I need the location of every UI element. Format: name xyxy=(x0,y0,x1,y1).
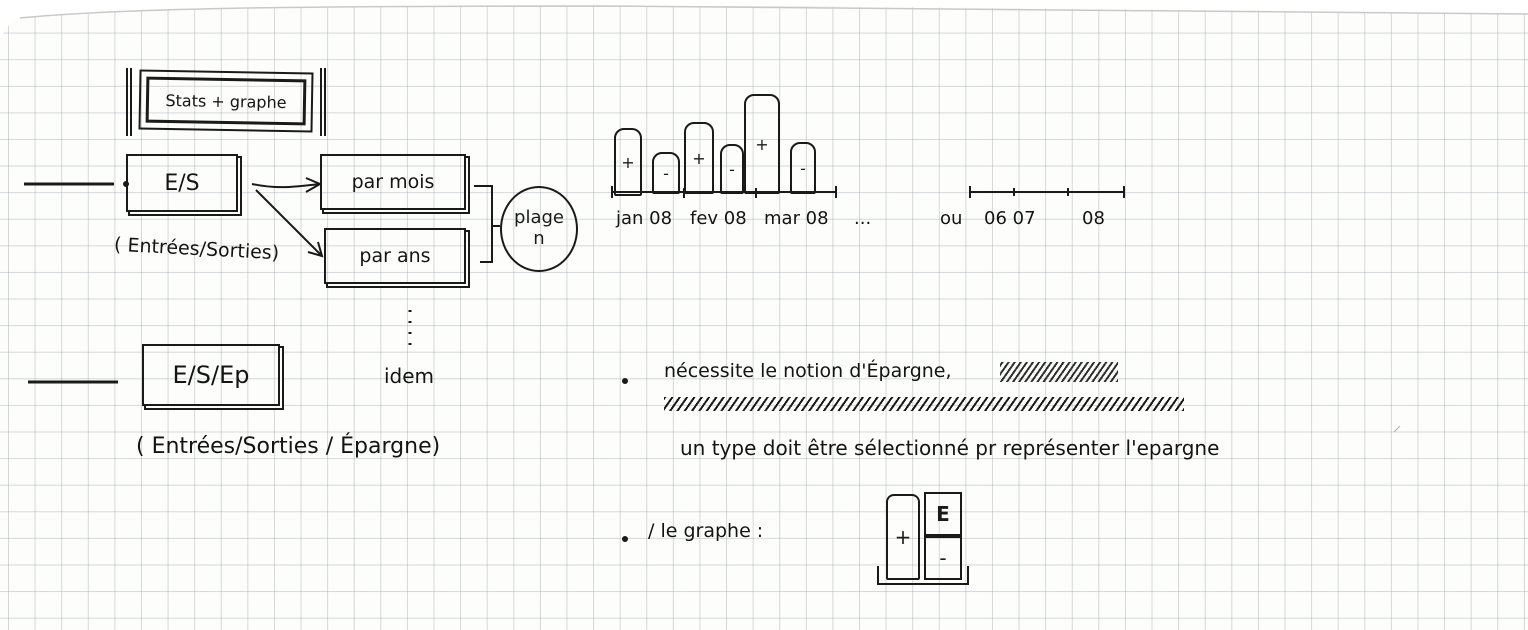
par-mois-label: par mois xyxy=(351,171,435,193)
scribble-1 xyxy=(1000,362,1118,382)
tick-label-ellipsis: ... xyxy=(854,208,872,229)
sketch-bar-5: + xyxy=(744,94,780,194)
note-line-2: un type doit être sélectionné pr représe… xyxy=(680,436,1220,460)
legend-minus: - xyxy=(939,546,947,570)
alt-label: ou xyxy=(940,208,963,229)
tick-label-mar: mar 08 xyxy=(764,208,829,229)
sketch-bar-5-sign: + xyxy=(755,134,769,154)
note-line-3: / le graphe : xyxy=(648,520,764,542)
title-box: Stats + graphe xyxy=(138,69,314,133)
legend-epargne: E xyxy=(936,502,950,526)
year-tick-08: 08 xyxy=(1082,208,1105,229)
sketch-bar-2-sign: - xyxy=(663,163,669,183)
year-tick-07: 07 xyxy=(1012,208,1036,229)
tick-label-jan: jan 08 xyxy=(616,208,673,229)
legend-plus-bar: + xyxy=(886,494,920,580)
legend-minus-bar: - xyxy=(924,536,962,580)
plage-label: plage xyxy=(514,207,564,229)
note-struck-line xyxy=(664,394,1184,416)
tick-label-fev: fev 08 xyxy=(690,208,747,229)
plage-circle: plage n xyxy=(500,186,578,272)
par-ans-label: par ans xyxy=(359,245,431,267)
esp-label: E/S/Ep xyxy=(172,361,250,389)
plage-n: n xyxy=(533,228,545,249)
sketch-bar-3-sign: + xyxy=(692,148,706,168)
bullet-2 xyxy=(622,536,628,542)
es-label: E/S xyxy=(164,170,200,196)
esp-subtitle: ( Entrées/Sorties / Épargne) xyxy=(136,434,441,459)
sketch-bar-1: + xyxy=(614,128,642,196)
legend-epargne-bar: E xyxy=(924,492,962,536)
sketch-bar-6: - xyxy=(790,142,816,194)
legend-plus: + xyxy=(894,525,912,549)
sketch-bar-2: - xyxy=(652,152,680,194)
par-mois-box: par mois xyxy=(320,154,466,210)
idem-label: idem xyxy=(384,364,435,388)
sketch-bar-1-sign: + xyxy=(621,152,635,172)
year-ticks-06-07: 06 07 xyxy=(984,208,1036,229)
sketch-bar-3: + xyxy=(684,122,714,194)
title-text: Stats + graphe xyxy=(165,90,287,112)
bullet-1 xyxy=(622,378,628,384)
title-box-frame xyxy=(126,68,326,136)
par-ans-box: par ans xyxy=(324,228,466,284)
es-box: E/S xyxy=(126,154,238,212)
sketch-bar-6-sign: - xyxy=(800,158,806,178)
year-tick-06: 06 xyxy=(984,208,1007,229)
sketch-bar-4-sign: - xyxy=(729,159,735,179)
esp-box: E/S/Ep xyxy=(142,344,280,406)
sketch-bar-4: - xyxy=(720,144,744,194)
note-line-1: nécessite le notion d'Épargne, xyxy=(664,360,952,382)
